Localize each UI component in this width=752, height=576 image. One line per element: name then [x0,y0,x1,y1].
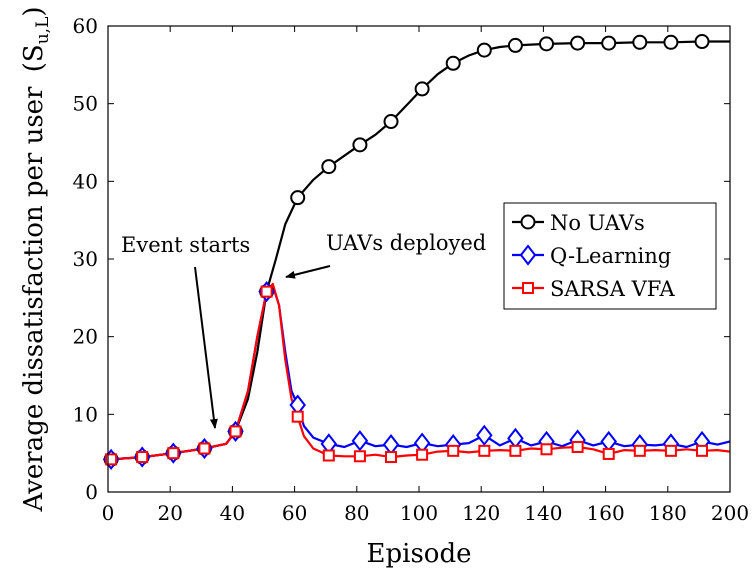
y-tick-label: 60 [73,14,98,38]
legend-label-sarsa-vfa: SARSA VFA [550,277,676,301]
x-tick-label: 140 [524,501,562,525]
x-tick-label: 200 [711,501,749,525]
data-point-sarsa-vfa [416,448,429,461]
data-point-sarsa-vfa [540,443,553,456]
data-point-q-learning [382,433,400,456]
data-point-sarsa-vfa [602,447,615,460]
data-point-q-learning [507,427,524,450]
data-point-no-uavs [321,159,337,175]
y-axis-label-subscript: u,L [33,17,53,45]
annotation-uavs-deployed: UAVs deployed [326,231,486,255]
y-tick-label: 20 [73,325,98,349]
annotation-event-starts-arrow [194,266,218,429]
legend-label-q-learning: Q-Learning [550,244,671,268]
legend-box [503,202,717,310]
data-point-no-uavs [476,42,492,58]
y-axis-label-group: Average dissatisfaction per user (Su,L) [19,6,53,512]
legend-label-no-uavs: No UAVs [550,211,645,235]
annotation-event-starts: Event starts [121,233,250,257]
axis-ticks: 0 20 40 60 80 100 120 140 160 180 200 0 10 20 30 40 50 60 [73,14,750,525]
x-tick-label: 160 [587,501,625,525]
data-point-sarsa-vfa [322,449,335,462]
x-axis-label: Episode [367,539,472,569]
y-tick-label: 0 [85,480,98,504]
data-point-sarsa-vfa [509,444,522,457]
x-tick-label: 40 [220,501,245,525]
y-axis-label-symbol: (S [19,44,49,72]
data-point-sarsa-vfa [167,447,180,460]
data-point-no-uavs [383,114,399,130]
legend-marker-sarsa-vfa [522,282,534,294]
data-point-no-uavs [539,36,555,52]
data-point-sarsa-vfa [291,410,304,423]
data-point-sarsa-vfa [353,450,366,463]
legend: No UAVs Q-Learning SARSA VFA [503,202,717,310]
series-line-sarsa-vfa [111,282,730,461]
data-point-no-uavs [632,34,648,50]
x-tick-label: 60 [282,501,307,525]
data-point-q-learning [600,430,617,453]
y-axis-label: Average dissatisfaction per user (Su,L) [19,6,53,512]
data-point-sarsa-vfa [198,442,211,455]
data-point-no-uavs [601,35,617,51]
x-tick-label: 180 [649,501,687,525]
legend-marker-no-uavs [520,214,536,230]
series-line-q-learning [111,284,730,461]
data-point-no-uavs [445,55,461,71]
legend-marker-q-learning [519,244,537,266]
data-point-q-learning [351,430,369,452]
data-point-sarsa-vfa [478,444,491,457]
y-tick-label: 10 [73,402,98,426]
x-tick-label: 20 [157,501,182,525]
legend-items [512,214,544,294]
data-point-sarsa-vfa [229,425,242,438]
data-point-no-uavs [694,34,710,50]
data-point-no-uavs [352,137,368,153]
data-point-sarsa-vfa [136,451,149,464]
data-point-no-uavs [663,34,679,50]
data-point-no-uavs [507,37,523,53]
y-tick-label: 30 [73,247,98,271]
x-tick-label: 0 [102,501,115,525]
data-point-sarsa-vfa [447,444,460,457]
data-point-q-learning [476,424,493,446]
data-point-sarsa-vfa [260,285,273,298]
data-point-sarsa-vfa [664,444,677,457]
data-point-sarsa-vfa [571,440,584,453]
y-tick-label: 40 [73,169,98,193]
data-point-sarsa-vfa [105,453,118,466]
x-tick-label: 80 [344,501,369,525]
data-point-sarsa-vfa [385,451,398,464]
y-axis-label-close: ) [19,6,49,16]
data-point-no-uavs [570,35,586,51]
data-point-no-uavs [290,190,306,206]
plot-frame [107,25,731,493]
y-tick-label: 50 [73,92,98,116]
x-tick-label: 100 [400,501,438,525]
annotation-uavs-deployed-arrow [285,265,331,279]
y-axis-label-text: Average dissatisfaction per user [19,86,49,513]
data-point-sarsa-vfa [696,444,709,457]
series-layer [111,40,730,461]
data-point-no-uavs [414,81,430,97]
marker-layer [102,34,711,471]
x-tick-label: 120 [462,501,500,525]
data-point-sarsa-vfa [633,444,646,457]
